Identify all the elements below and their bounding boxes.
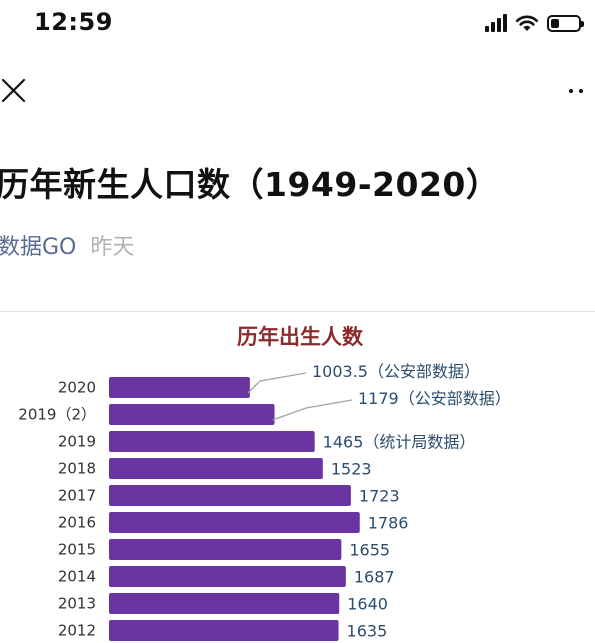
close-icon[interactable] — [0, 76, 28, 104]
value-label: 1179（公安部数据） — [358, 389, 511, 408]
value-label: 1687 — [354, 568, 395, 587]
chart-divider — [0, 311, 595, 312]
value-label: 1655 — [349, 541, 390, 560]
category-label: 2016 — [58, 514, 96, 532]
status-icons — [485, 11, 584, 35]
author-link[interactable]: 数据GO — [0, 235, 77, 260]
status-time: 12:59 — [34, 8, 113, 36]
publish-date: 昨天 — [90, 235, 135, 260]
value-label: 1523 — [331, 460, 372, 479]
bar — [109, 566, 346, 587]
bar — [109, 377, 250, 398]
article-meta: 数据GO 昨天 — [0, 229, 134, 261]
category-label: 2014 — [58, 568, 96, 586]
category-label: 2017 — [58, 487, 96, 505]
value-label: 1723 — [359, 487, 400, 506]
battery-icon — [547, 14, 584, 32]
bar — [109, 431, 315, 452]
value-label: 1640 — [347, 595, 388, 614]
value-label: 1003.5（公安部数据） — [312, 362, 480, 381]
leader-line — [272, 399, 353, 421]
bar — [109, 593, 340, 614]
wifi-icon — [515, 15, 539, 31]
category-label: 2013 — [58, 595, 96, 613]
value-label: 1635 — [347, 622, 388, 641]
bar — [109, 485, 351, 506]
category-label: 2020 — [58, 379, 96, 397]
chart-title: 历年出生人数 — [237, 324, 364, 349]
bar — [109, 539, 342, 560]
article-title: 历年新生人口数（1949-2020） — [0, 165, 500, 204]
birth-chart: 历年出生人数 2020 1003.5（公安部数据） 2019（2） 1179（公安部数… — [18, 324, 511, 641]
category-label: 2012 — [58, 622, 96, 640]
status-bar: 12:59 — [0, 0, 595, 46]
category-label: 2018 — [58, 460, 96, 478]
category-label: 2015 — [58, 541, 96, 559]
bar — [109, 404, 275, 425]
cellular-signal-icon — [485, 14, 507, 32]
value-label: 1465（统计局数据） — [323, 433, 476, 452]
more-options-icon[interactable] — [569, 86, 591, 96]
category-label: 2019 — [58, 433, 96, 451]
bar — [109, 458, 323, 479]
bar — [109, 620, 339, 641]
category-label: 2019（2） — [18, 406, 96, 424]
leader-line — [247, 372, 307, 394]
value-label: 1786 — [368, 514, 409, 533]
bar — [109, 512, 360, 533]
